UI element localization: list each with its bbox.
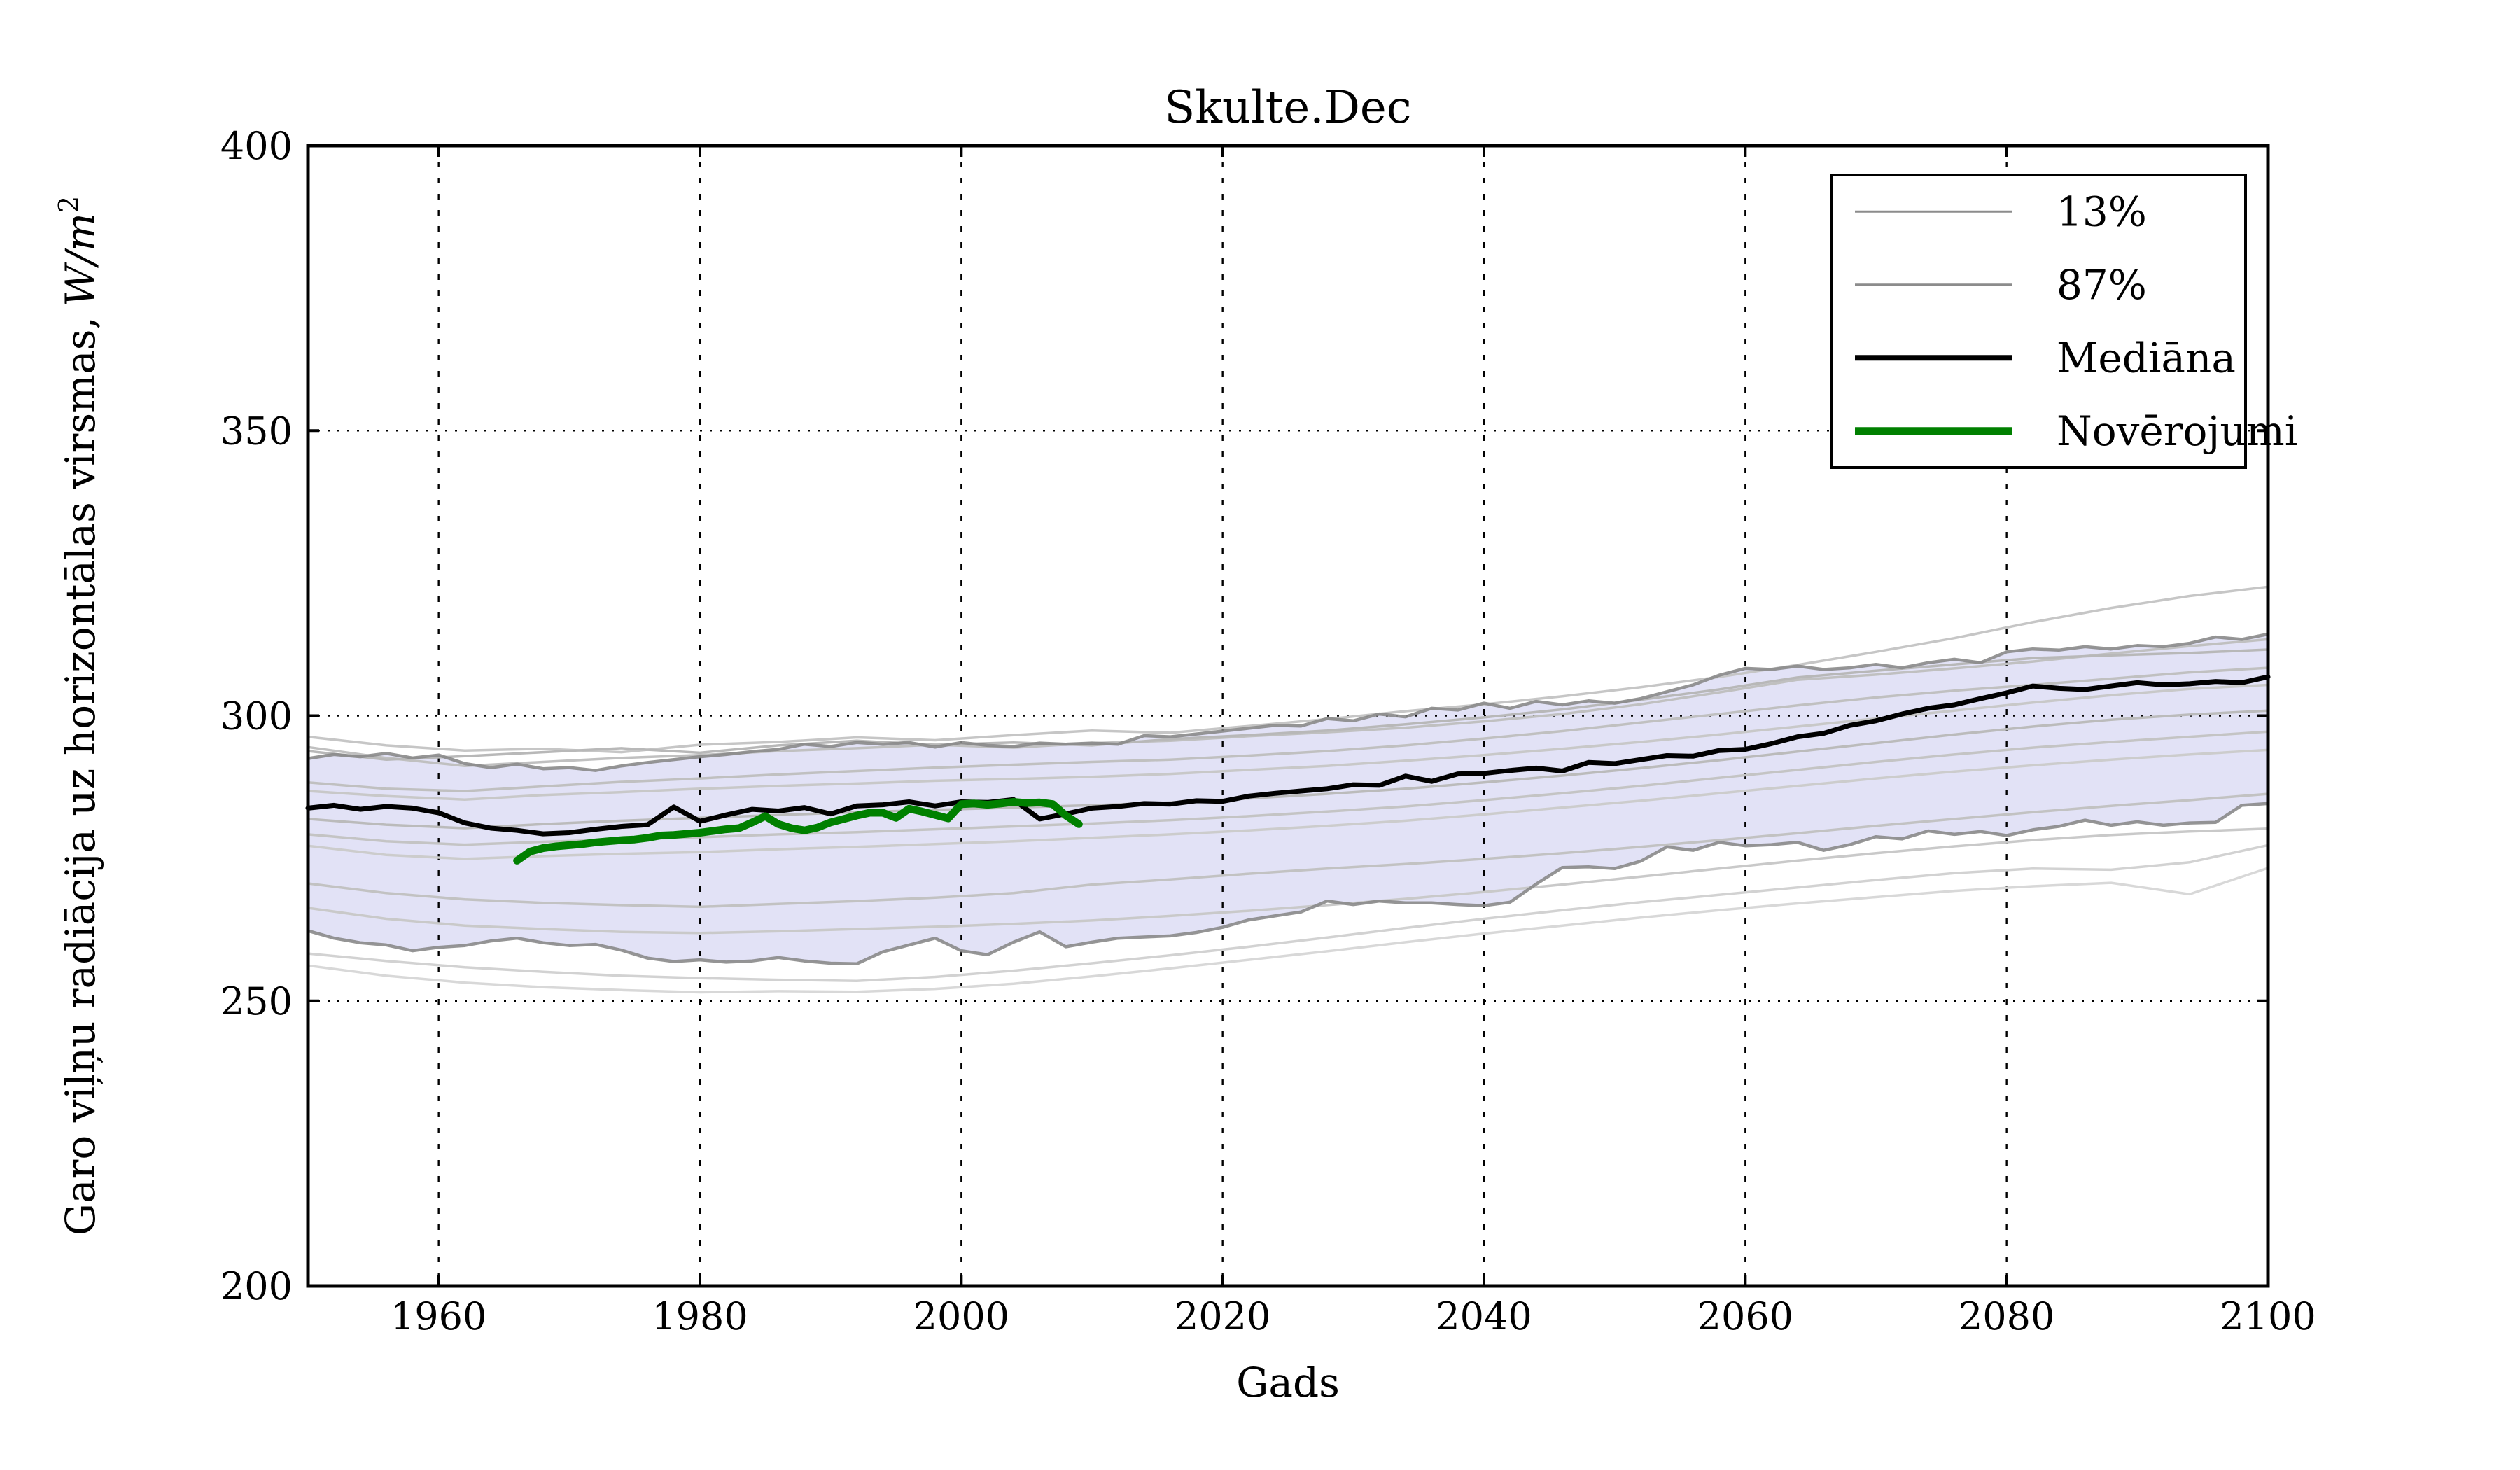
ensemble-line [307,748,2269,860]
percentile-lower-line [306,802,2270,966]
ensemble-line [307,792,2269,909]
ensemble-line [307,638,2269,767]
legend-label: 87% [2057,261,2147,309]
observations-line [513,798,1083,864]
legend-label: 13% [2057,188,2147,235]
ensemble-line [307,827,2269,934]
y-tick-label: 350 [220,409,293,453]
x-tick-label: 1960 [391,1294,486,1338]
legend-box [1830,174,2247,469]
ensemble-line [307,844,2269,982]
x-tick-labels: 1960 1980 2000 2020 2040 2060 2080 2100 [391,1294,2316,1338]
ensemble-line [307,666,2269,792]
x-tick-label: 1980 [652,1294,748,1338]
x-tick-label: 2080 [1959,1294,2054,1338]
y-axis-label: Garo viļņu radiācija uz horizontālas vir… [53,196,104,1236]
x-tick-label: 2100 [2220,1294,2316,1338]
ensemble-line [307,867,2269,994]
x-tick-label: 2040 [1436,1294,1532,1338]
percentile-upper-line [306,632,2270,772]
y-tick-label: 400 [220,124,293,168]
x-tick-label: 2020 [1175,1294,1270,1338]
legend: 13% 87% Mediāna Novērojumi [1830,174,2297,469]
y-tick-label: 250 [220,979,293,1023]
ensemble-line [307,683,2269,801]
legend-label: Mediāna [2057,334,2236,382]
y-tick-label: 200 [220,1264,293,1308]
x-tick-label: 2000 [913,1294,1009,1338]
y-tick-label: 300 [220,694,293,738]
ensemble-line [307,648,2269,761]
chart-title: Skulte.Dec [1164,82,1411,134]
ensemble-line [307,585,2269,754]
legend-label: Novērojumi [2057,407,2297,455]
median-line [305,674,2271,836]
x-tick-label: 2060 [1698,1294,1793,1338]
tick-marks [308,144,2269,1287]
x-axis-label: Gads [1236,1359,1340,1406]
ensemble-line [307,709,2269,830]
y-tick-labels: 200 250 300 350 400 [220,124,293,1308]
